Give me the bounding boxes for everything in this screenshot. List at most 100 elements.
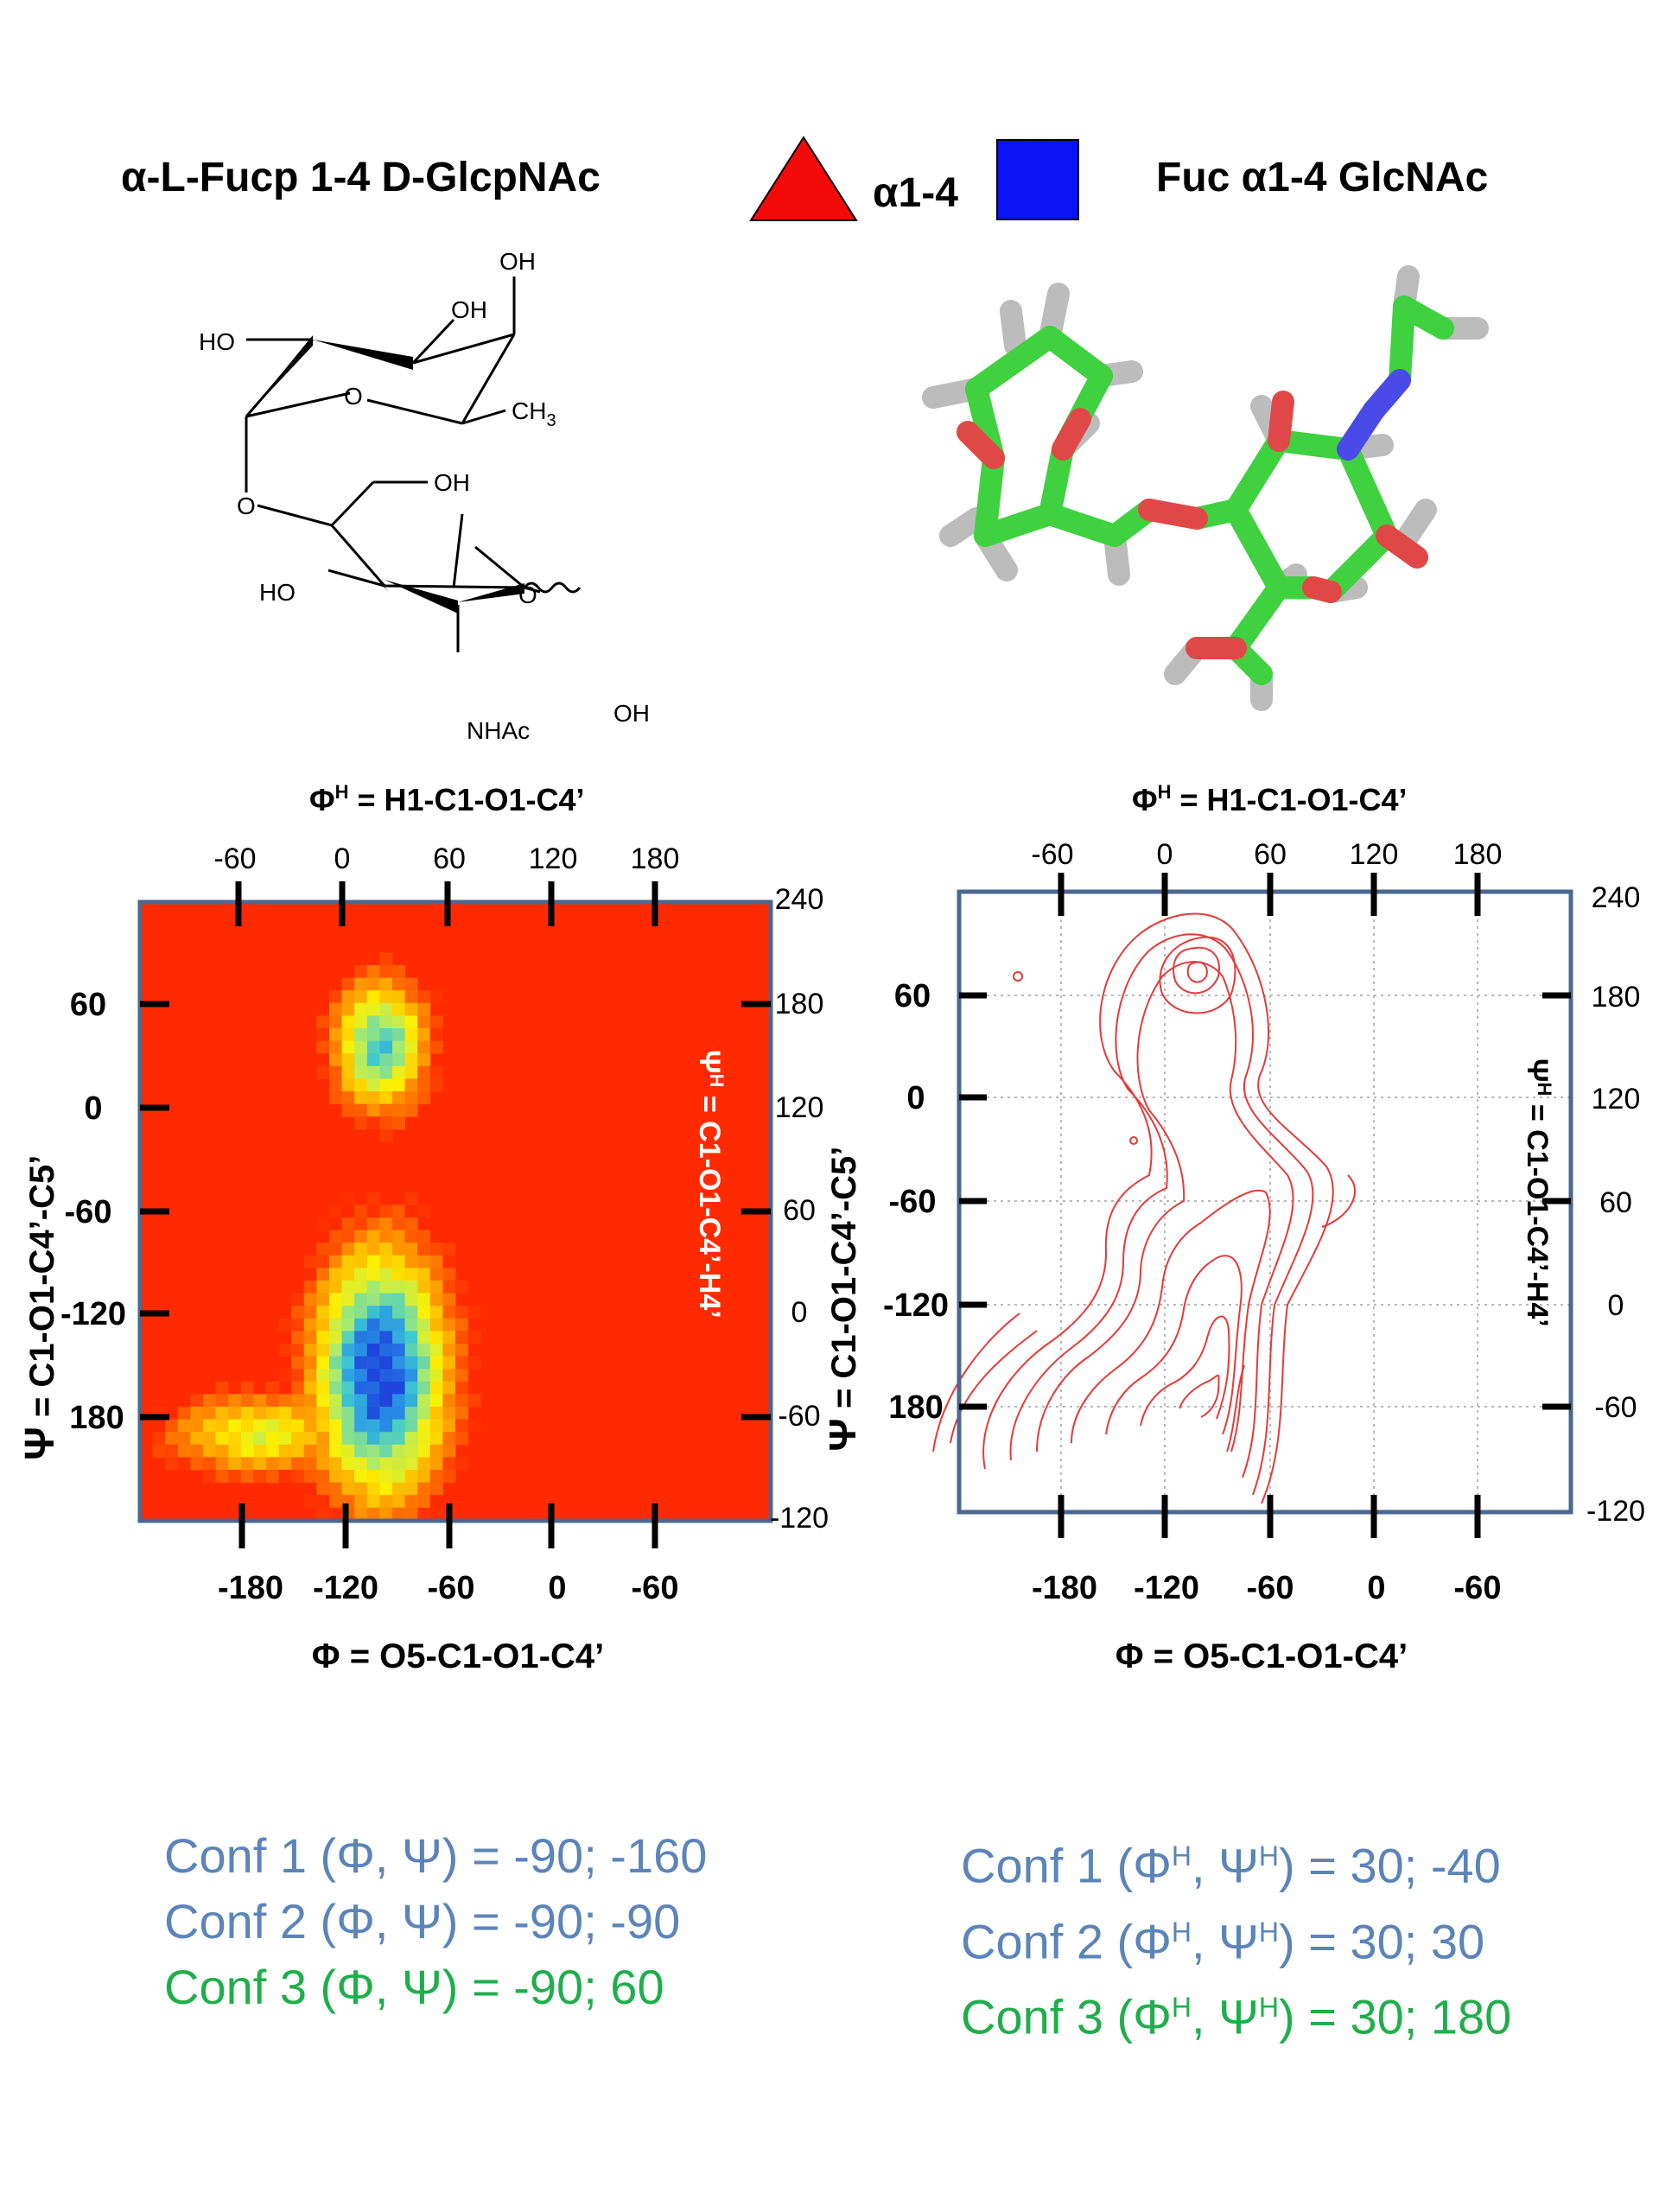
heatmap-cell xyxy=(316,1318,330,1332)
left-bottom-tick-2: -120 xyxy=(313,1570,378,1606)
heatmap-cell xyxy=(417,1407,431,1421)
heatmap-cell xyxy=(240,1394,254,1408)
heatmap-cell xyxy=(429,1394,443,1408)
chemical-structure-diagram: OH OH HO O CH3 O OH HO O NHAc OH xyxy=(199,248,650,743)
heatmap-cell xyxy=(177,1407,191,1421)
heatmap-cell xyxy=(392,1293,406,1306)
heatmap-cell xyxy=(379,1128,393,1142)
left-bottom-tick-3: -60 xyxy=(428,1570,475,1606)
heatmap-cell xyxy=(354,1432,368,1446)
heatmap-cell xyxy=(341,1293,355,1306)
heatmap-cell xyxy=(455,1381,469,1395)
heatmap-cell xyxy=(366,1002,380,1016)
heatmap-cell xyxy=(291,1419,305,1433)
heatmap-cell xyxy=(341,1381,355,1395)
left-right-tick-4: 60 xyxy=(783,1194,816,1227)
heatmap-cell xyxy=(177,1419,191,1433)
heatmap-cell xyxy=(329,1482,343,1496)
right-left-tick-1: 60 xyxy=(894,978,931,1014)
heatmap-cell xyxy=(429,1331,443,1344)
heatmap-cell xyxy=(303,1495,317,1509)
left-top-axis-title: ΦH = H1-C1-O1-C4’ xyxy=(309,781,585,817)
heatmap-cell xyxy=(379,1407,393,1421)
heatmap-cell xyxy=(366,1040,380,1054)
heatmap-cell xyxy=(379,1053,393,1067)
right-left-tick-5: 180 xyxy=(888,1389,943,1426)
heatmap-cell xyxy=(152,1432,166,1446)
heatmap-cell xyxy=(228,1419,242,1433)
right-top-axis-title: ΦH = H1-C1-O1-C4’ xyxy=(1132,781,1408,817)
heatmap-cell xyxy=(455,1306,469,1319)
heatmap-cell xyxy=(417,1255,431,1268)
heatmap-cell xyxy=(316,1040,330,1054)
heatmap-cell xyxy=(341,1040,355,1054)
heatmap-cell xyxy=(429,1444,443,1458)
right-ramachandran-contour: ΦH = H1-C1-O1-C4’ -60 0 60 120 180 -180 … xyxy=(830,781,1645,1675)
heatmap-cell xyxy=(417,1444,431,1458)
heatmap-cell xyxy=(392,1040,406,1054)
heatmap-cell xyxy=(203,1419,217,1433)
right-top-tick-3: 60 xyxy=(1254,838,1287,871)
heatmap-cell xyxy=(455,1344,469,1357)
left-left-tick-1: 60 xyxy=(70,987,106,1023)
heatmap-cell xyxy=(341,977,355,991)
heatmap-cell xyxy=(253,1444,267,1458)
heatmap-cell xyxy=(366,1306,380,1319)
heatmap-cell xyxy=(417,1306,431,1319)
heatmap-cell xyxy=(354,1255,368,1268)
heatmap-cell xyxy=(417,1053,431,1067)
heatmap-cell xyxy=(329,1457,343,1471)
heatmap-cell xyxy=(417,1482,431,1496)
heatmap-cell xyxy=(354,1444,368,1458)
heatmap-cell xyxy=(316,1331,330,1344)
heatmap-cell xyxy=(442,1331,456,1344)
heatmap-cell xyxy=(392,1205,406,1218)
heatmap-cell xyxy=(404,1255,418,1268)
heatmap-cell xyxy=(392,1344,406,1357)
heatmap-cell xyxy=(329,1040,343,1054)
heatmap-cell xyxy=(429,1381,443,1395)
heatmap-cell xyxy=(429,1507,443,1521)
heatmap-cell xyxy=(253,1470,267,1484)
heatmap-cell xyxy=(366,1394,380,1408)
heatmap-cell xyxy=(303,1356,317,1370)
heatmap-cell xyxy=(442,1281,456,1294)
heatmap-cell xyxy=(404,1457,418,1471)
heatmap-cell xyxy=(392,1116,406,1130)
heatmap-cell xyxy=(329,990,343,1004)
contour-lines xyxy=(932,912,1357,1504)
heatmap-cell xyxy=(379,965,393,979)
heatmap-cell xyxy=(316,1344,330,1357)
heatmap-cell xyxy=(316,1015,330,1029)
heatmap-cell xyxy=(341,1078,355,1092)
heatmap-cell xyxy=(392,1230,406,1243)
heatmap-cell xyxy=(404,1040,418,1054)
heatmap-cell xyxy=(379,1040,393,1054)
heatmap-cell xyxy=(442,1356,456,1370)
heatmap-cell xyxy=(354,977,368,991)
heatmap-cell xyxy=(303,1268,317,1281)
heatmap-cell xyxy=(417,1369,431,1382)
heatmap-cell xyxy=(404,1243,418,1256)
heatmap-cell xyxy=(392,1091,406,1105)
right-left-tick-4: -120 xyxy=(883,1287,949,1324)
heatmap-cell xyxy=(240,1381,254,1395)
heatmap-cell xyxy=(467,1394,481,1408)
heatmap-cell xyxy=(366,1369,380,1382)
left-conf-1: Conf 1 (Φ, Ψ) = -90; -160 xyxy=(164,1828,708,1883)
heatmap-cell xyxy=(392,1281,406,1294)
left-right-tick-6: -60 xyxy=(778,1400,820,1433)
right-top-tick-2: 0 xyxy=(1157,838,1173,871)
heatmap-cell xyxy=(190,1407,204,1421)
heatmap-cell xyxy=(404,990,418,1004)
heatmap-cell xyxy=(341,1318,355,1332)
heatmap-cell xyxy=(165,1432,179,1446)
heatmap-cell xyxy=(392,1407,406,1421)
heatmap-cell xyxy=(379,1002,393,1016)
heatmap-cell xyxy=(291,1457,305,1471)
heatmap-cell xyxy=(329,1255,343,1268)
right-conf-3: Conf 3 (ΦH, ΨH) = 30; 180 xyxy=(961,1989,1512,2044)
heatmap-cell xyxy=(341,1230,355,1243)
heatmap-cell xyxy=(366,1230,380,1243)
heatmap-cell xyxy=(291,1369,305,1382)
